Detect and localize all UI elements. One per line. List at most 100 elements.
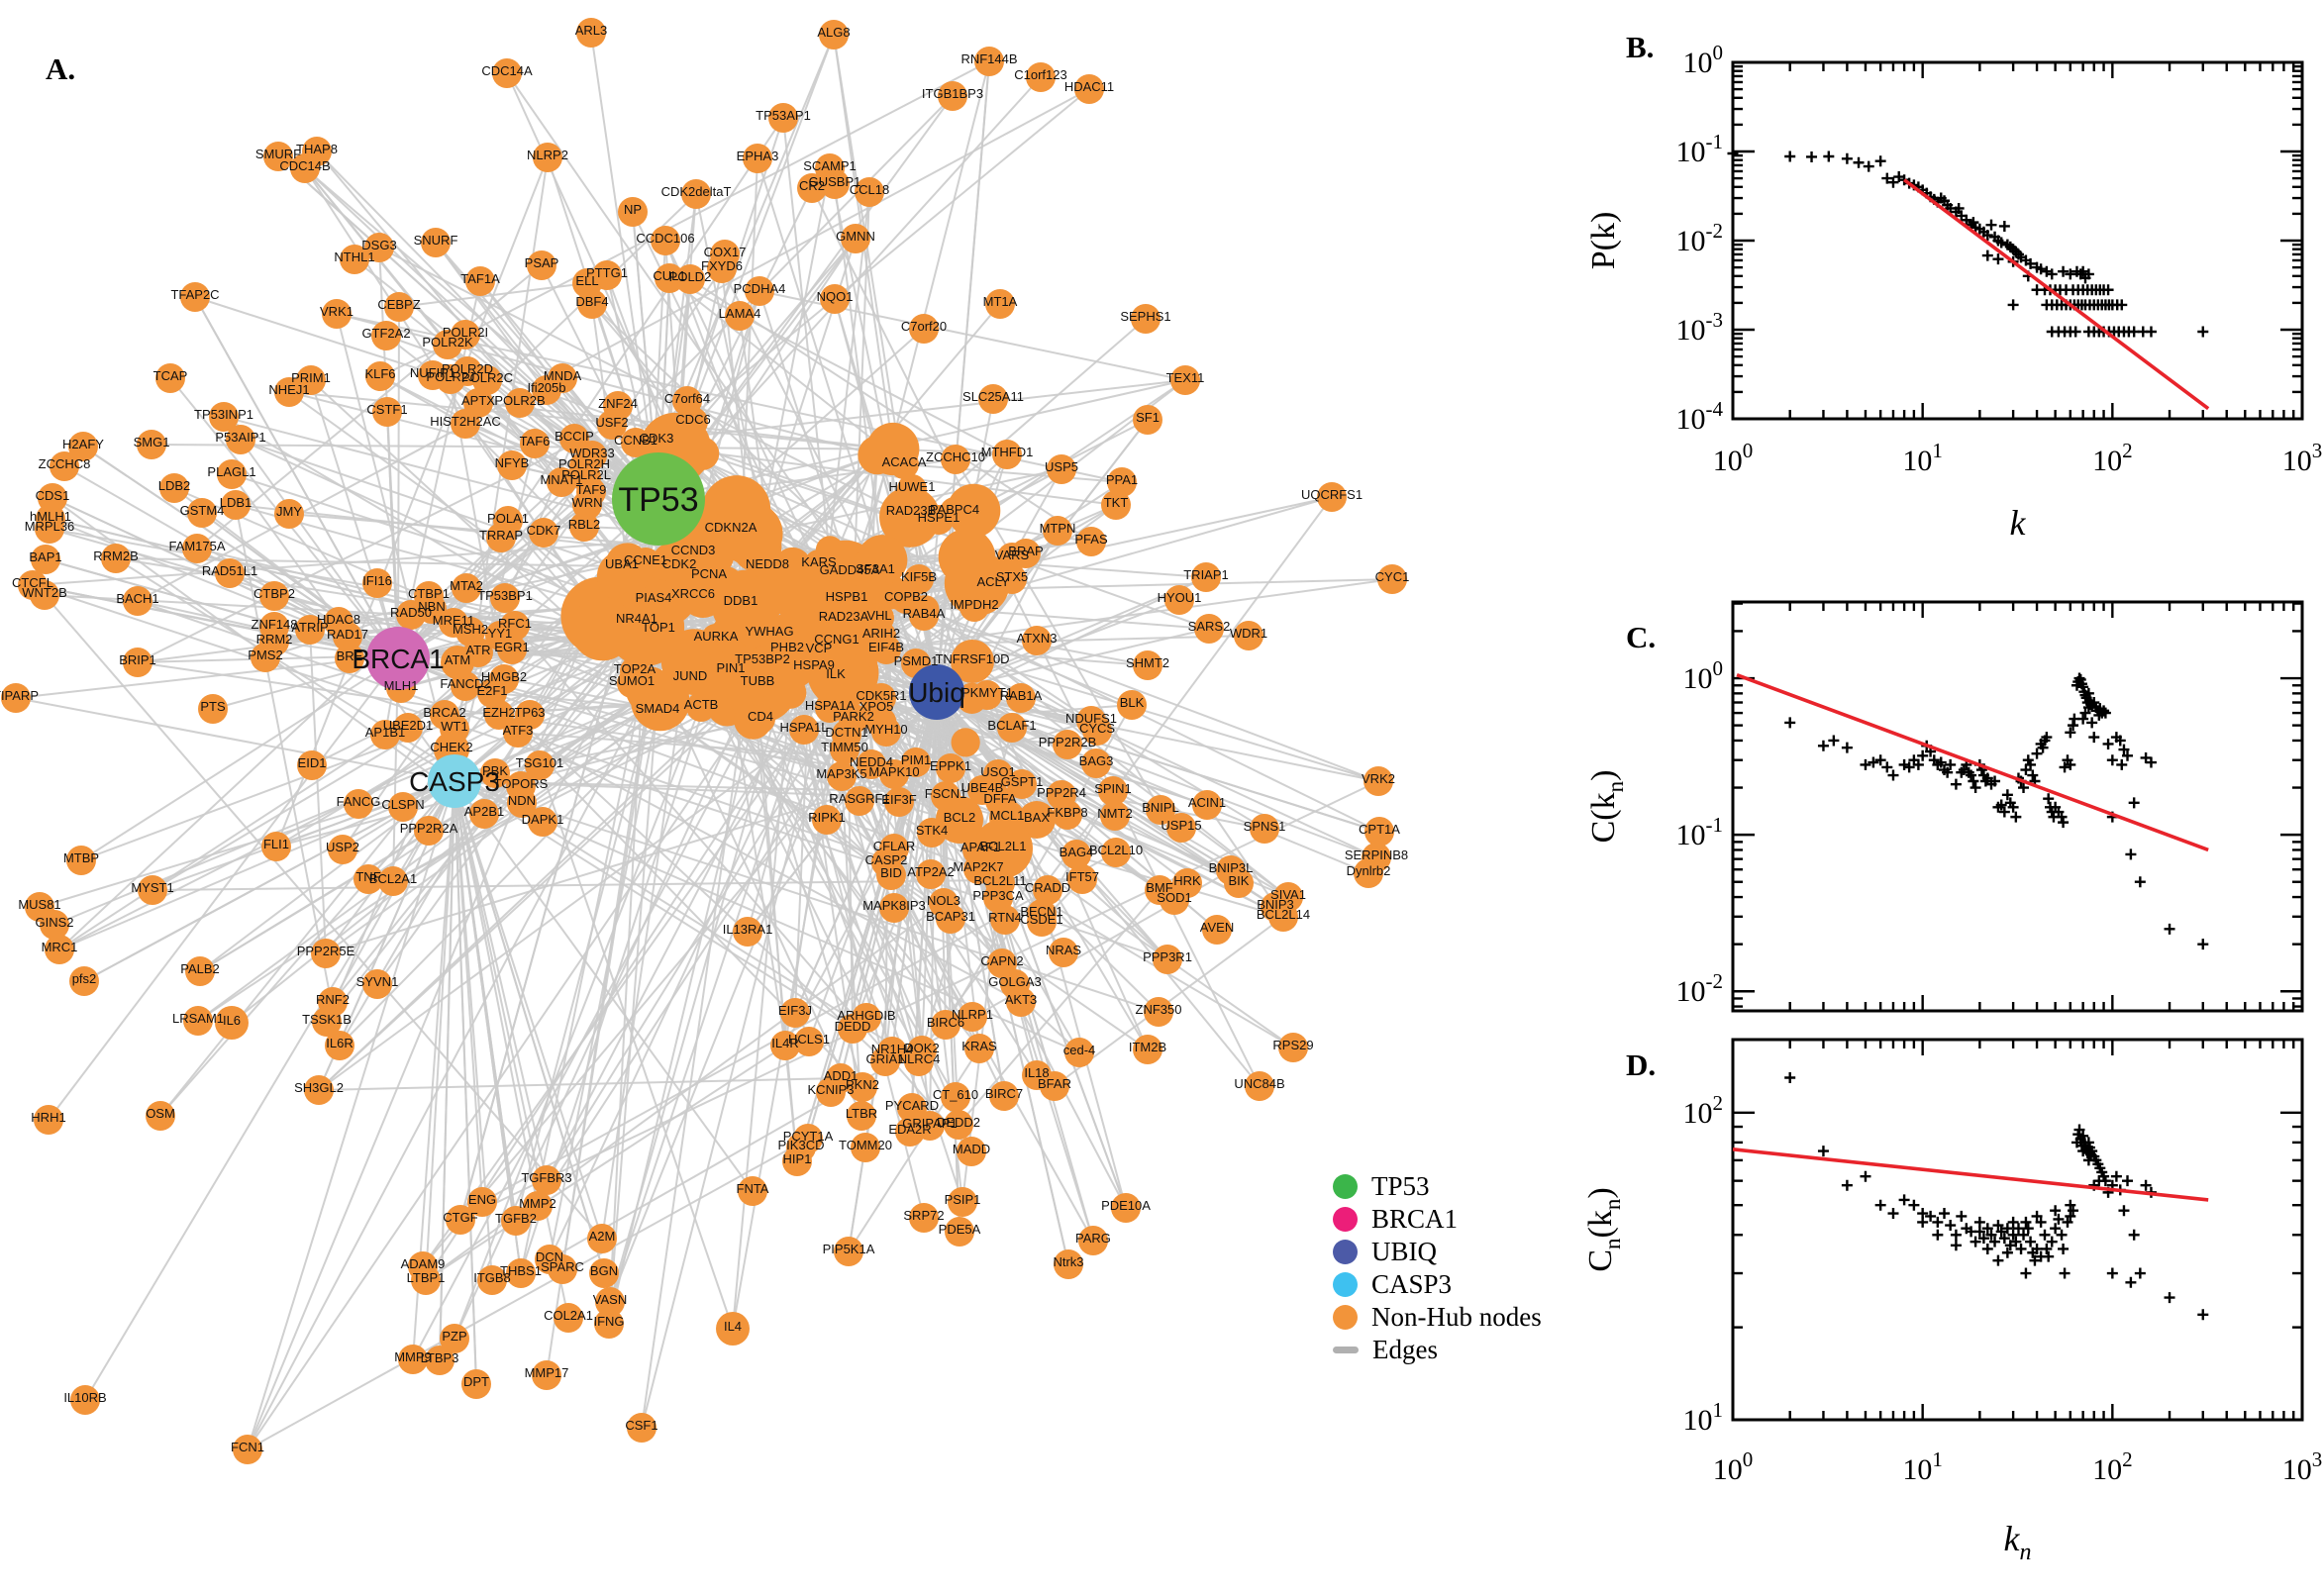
network-node: [909, 1203, 939, 1233]
network-node: [642, 426, 671, 455]
node-label: CDKN2A: [705, 520, 758, 535]
node-label: HIST2H2AC: [430, 414, 501, 429]
data-point: [2007, 1229, 2019, 1241]
data-point: [2059, 761, 2070, 773]
network-node: [1101, 838, 1131, 867]
node-label: HRK: [1173, 873, 1201, 888]
network-node: [835, 557, 864, 587]
network-node: [486, 523, 516, 552]
network-node: [876, 860, 906, 890]
plot-frame: [1731, 1038, 2304, 1422]
casp3-dot-icon: [1333, 1272, 1358, 1297]
data-point: [1985, 1229, 1997, 1241]
node-label: HSPA9: [793, 657, 835, 672]
network-node: [183, 1006, 213, 1036]
network-node: [1007, 769, 1037, 799]
network-node: [30, 580, 59, 610]
network-node: [1064, 1038, 1094, 1067]
data-point: [1784, 1071, 1796, 1083]
network-node: [577, 289, 607, 319]
network-node: [35, 514, 64, 544]
cluster-node: [570, 597, 635, 661]
network-node: [716, 655, 746, 685]
data-point: [1992, 1254, 2004, 1266]
node-label: BIK: [1229, 873, 1250, 888]
network-edge: [520, 238, 857, 1274]
node-label: HSPA1L: [780, 720, 829, 735]
node-label: ELL: [575, 273, 598, 288]
node-label: APAF1: [960, 840, 1000, 854]
data-point: [1863, 160, 1874, 172]
data-point: [1956, 1210, 1968, 1222]
hub-label: CASP3: [409, 766, 500, 797]
node-label: Ntrk3: [1053, 1254, 1083, 1269]
network-node: [772, 635, 802, 664]
node-label: SPARC: [541, 1259, 584, 1274]
network-node: [716, 1312, 750, 1346]
data-point: [1995, 1226, 2007, 1238]
node-label: TGFB2: [495, 1211, 537, 1226]
network-node: [743, 144, 772, 173]
node-label: RAB1A: [1000, 688, 1043, 703]
node-label: USP5: [1045, 459, 1078, 474]
data-point: [2007, 801, 2019, 813]
network-node: [274, 499, 304, 529]
node-label: Ifi205b: [527, 380, 565, 395]
network-edge: [454, 780, 569, 1319]
network-edge: [247, 604, 824, 1450]
data-point: [1860, 758, 1871, 770]
node-label: BAG4: [1060, 845, 1094, 859]
network-node: [398, 1345, 428, 1374]
network-edge: [275, 156, 549, 848]
node-label: EDA2R: [888, 1122, 931, 1137]
data-point: [1828, 735, 1840, 747]
hub-label: TP53: [618, 481, 698, 519]
node-label: UQCRFS1: [1301, 487, 1363, 502]
data-point: [1981, 230, 1993, 242]
network-node: [815, 693, 845, 723]
network-node: [1250, 814, 1279, 844]
node-label: POLR2B: [494, 393, 545, 408]
network-edge: [159, 780, 455, 1117]
node-label: KLF6: [364, 366, 395, 381]
node-label: PARK2: [833, 709, 874, 724]
network-edge: [422, 721, 882, 1267]
node-label: HDAC11: [1064, 79, 1114, 94]
network-node: [370, 720, 400, 749]
network-node: [1224, 868, 1254, 898]
node-label: IL6R: [326, 1036, 353, 1050]
node-label: ZNF350: [1136, 1002, 1182, 1017]
network-node: [259, 581, 289, 611]
network-node: [997, 564, 1027, 594]
network-node: [1278, 1033, 1308, 1062]
network-edge: [465, 117, 784, 589]
node-label: VHL: [866, 608, 891, 623]
node-label: GSPT1: [1001, 774, 1044, 789]
data-point: [1950, 1229, 1962, 1241]
network-node: [992, 440, 1022, 469]
node-label: LRSAM1: [172, 1011, 224, 1026]
network-edge: [58, 481, 562, 950]
node-label: DSG3: [361, 238, 396, 252]
hub-label: Ubiq: [908, 677, 965, 708]
network-node: [794, 1027, 824, 1056]
node-label: IL13RA1: [723, 922, 773, 937]
network-node: [733, 917, 762, 947]
node-label: HMGB2: [481, 669, 527, 684]
network-node: [525, 750, 555, 780]
data-point: [2145, 756, 2157, 768]
node-label: CTCFL: [12, 575, 53, 590]
node-label: CT_610: [933, 1087, 978, 1102]
node-label: ATF3: [503, 723, 534, 738]
data-point: [2065, 1210, 2076, 1222]
network-node: [362, 568, 392, 598]
network-node: [50, 451, 79, 481]
network-node: [1133, 405, 1162, 435]
node-label: HRH1: [31, 1110, 65, 1125]
network-edge: [903, 463, 1123, 483]
node-label: NUFIP1: [410, 365, 455, 380]
node-label: USP15: [1161, 818, 1201, 833]
data-point: [1945, 1220, 1957, 1232]
data-point: [2025, 758, 2037, 770]
node-label: JMY: [276, 504, 302, 519]
